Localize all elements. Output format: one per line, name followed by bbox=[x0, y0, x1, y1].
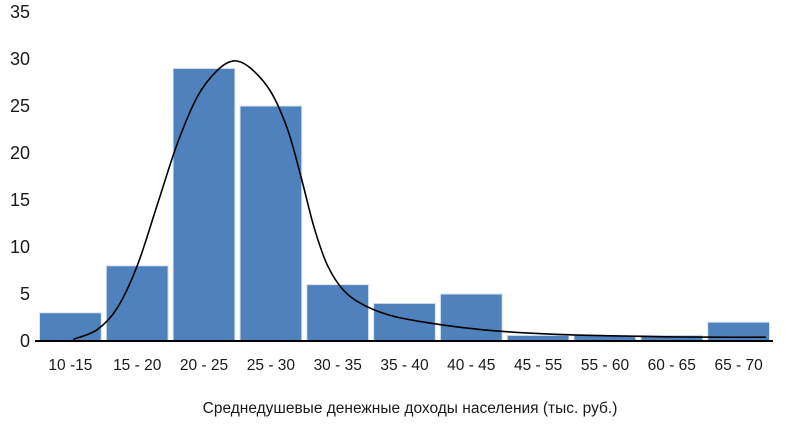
y-tick-label: 30 bbox=[10, 49, 30, 69]
x-tick-label: 45 - 55 bbox=[514, 357, 562, 374]
x-tick-label: 10 -15 bbox=[48, 357, 92, 374]
x-tick-label: 15 - 20 bbox=[113, 357, 162, 374]
y-tick-label: 0 bbox=[20, 331, 30, 351]
y-axis-tick-labels: 0 5 10 15 20 25 30 35 bbox=[10, 2, 30, 351]
x-tick-label: 20 - 25 bbox=[180, 357, 228, 374]
density-curve-line bbox=[73, 60, 767, 340]
x-tick-label: 55 - 60 bbox=[581, 357, 630, 374]
bar-15-20 bbox=[105, 265, 169, 342]
x-tick-label: 25 - 30 bbox=[247, 357, 296, 374]
x-tick-label: 65 - 70 bbox=[714, 357, 763, 374]
bar-20-25 bbox=[172, 67, 236, 342]
y-tick-label: 10 bbox=[10, 237, 30, 257]
bar-30-35 bbox=[306, 284, 370, 342]
bar-25-30 bbox=[239, 105, 303, 342]
y-tick-label: 15 bbox=[10, 190, 30, 210]
y-tick-label: 20 bbox=[10, 143, 30, 163]
x-tick-label: 35 - 40 bbox=[380, 357, 429, 374]
bars-group bbox=[39, 67, 771, 342]
bar-65-70 bbox=[707, 321, 771, 342]
bar-40-45 bbox=[439, 293, 503, 342]
x-axis-tick-labels: 10 -15 15 - 20 20 - 25 25 - 30 30 - 35 35 - 4… bbox=[48, 357, 763, 374]
y-tick-label: 5 bbox=[20, 284, 30, 304]
x-tick-label: 30 - 35 bbox=[314, 357, 362, 374]
x-tick-label: 60 - 65 bbox=[648, 357, 696, 374]
x-axis-title: Среднедушевые денежные доходы населения … bbox=[203, 400, 618, 417]
bar-10-15 bbox=[39, 312, 102, 342]
y-tick-label: 25 bbox=[10, 96, 30, 116]
x-tick-label: 40 - 45 bbox=[447, 357, 495, 374]
y-tick-label: 35 bbox=[10, 2, 30, 22]
